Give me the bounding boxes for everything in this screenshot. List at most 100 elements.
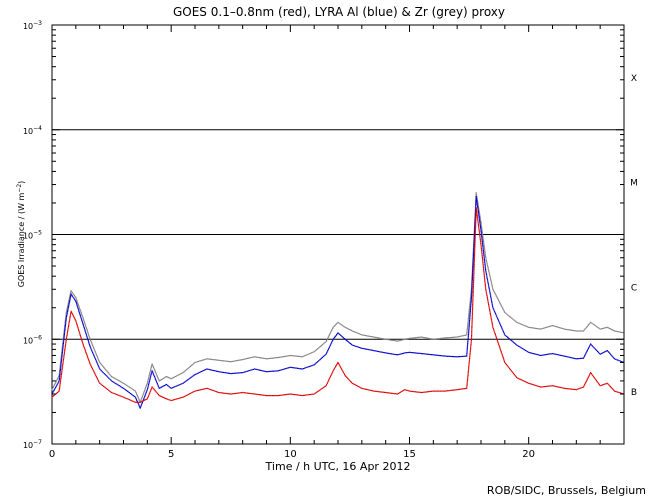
data-point [435, 338, 437, 340]
data-point [484, 261, 486, 263]
data-point [149, 380, 151, 382]
data-point [587, 347, 589, 349]
data-point [167, 385, 169, 387]
data-point [265, 371, 268, 373]
data-point [348, 379, 350, 381]
data-point [212, 369, 214, 371]
data-point [220, 360, 222, 362]
data-point [471, 277, 473, 279]
data-point [59, 368, 62, 370]
data-point [468, 323, 470, 325]
data-point [319, 389, 321, 391]
data-point [397, 354, 399, 356]
data-point [180, 383, 182, 385]
data-point [489, 293, 491, 295]
data-point [143, 398, 145, 400]
data-point [472, 272, 474, 274]
data-point [145, 392, 147, 394]
data-point [84, 349, 86, 351]
data-point [484, 252, 486, 254]
data-point [95, 375, 97, 378]
data-point [94, 357, 96, 359]
data-point [477, 218, 479, 220]
y-tick-mantissa: 10 [23, 22, 33, 31]
data-point [302, 368, 304, 370]
data-point [482, 247, 484, 249]
data-point [201, 388, 203, 390]
data-point [328, 347, 330, 349]
data-point [86, 330, 88, 332]
data-point [333, 325, 335, 328]
x-tick-label: 5 [168, 449, 174, 460]
data-point [471, 290, 473, 292]
data-point [473, 254, 476, 257]
data-point [239, 372, 241, 374]
data-point [195, 373, 197, 375]
data-point [388, 339, 390, 341]
data-point [109, 378, 111, 380]
data-point [467, 324, 469, 326]
data-point [471, 329, 473, 331]
data-point [264, 394, 266, 396]
data-point [433, 338, 436, 340]
data-point [606, 350, 608, 352]
data-point [215, 391, 218, 393]
data-point [483, 243, 485, 245]
data-point [460, 355, 462, 358]
data-point [466, 328, 468, 330]
data-point [484, 249, 486, 251]
data-point [494, 311, 496, 313]
data-point [188, 367, 190, 369]
data-point [471, 332, 473, 334]
data-point [585, 352, 587, 354]
data-point [52, 395, 54, 397]
data-point [61, 371, 63, 373]
data-point [112, 392, 114, 394]
data-point [433, 354, 436, 356]
data-point [124, 397, 126, 399]
data-point [108, 373, 110, 375]
data-point [529, 352, 531, 354]
data-point [430, 338, 432, 340]
data-point [354, 384, 357, 386]
data-point [481, 228, 483, 230]
data-point [497, 317, 499, 319]
data-point [320, 388, 322, 390]
data-point [470, 307, 472, 309]
data-point [475, 193, 477, 195]
data-point [96, 377, 98, 379]
data-point [191, 376, 193, 378]
data-point [479, 222, 481, 224]
data-point [71, 291, 73, 293]
data-point [323, 386, 325, 388]
data-point [94, 350, 96, 352]
data-point [104, 373, 106, 376]
data-point [474, 227, 477, 229]
data-point [472, 262, 474, 264]
data-point [59, 385, 61, 387]
data-point [479, 239, 481, 241]
data-point [258, 357, 260, 359]
data-point [157, 393, 159, 395]
data-point [600, 384, 602, 386]
data-point [485, 274, 488, 276]
data-point [469, 314, 471, 316]
data-point [63, 352, 65, 354]
data-point [612, 356, 614, 358]
data-point [540, 328, 542, 330]
data-point [65, 321, 67, 323]
data-point [69, 292, 72, 294]
data-point [507, 336, 509, 338]
data-point [165, 398, 167, 400]
data-point [151, 386, 153, 388]
data-point [484, 284, 486, 286]
data-point [535, 353, 537, 355]
data-point [513, 373, 515, 375]
data-point [75, 298, 77, 300]
data-point [483, 253, 485, 255]
data-point [98, 381, 100, 383]
data-point [139, 407, 141, 409]
data-point [479, 240, 482, 242]
data-point [300, 394, 302, 396]
data-point [473, 261, 475, 263]
